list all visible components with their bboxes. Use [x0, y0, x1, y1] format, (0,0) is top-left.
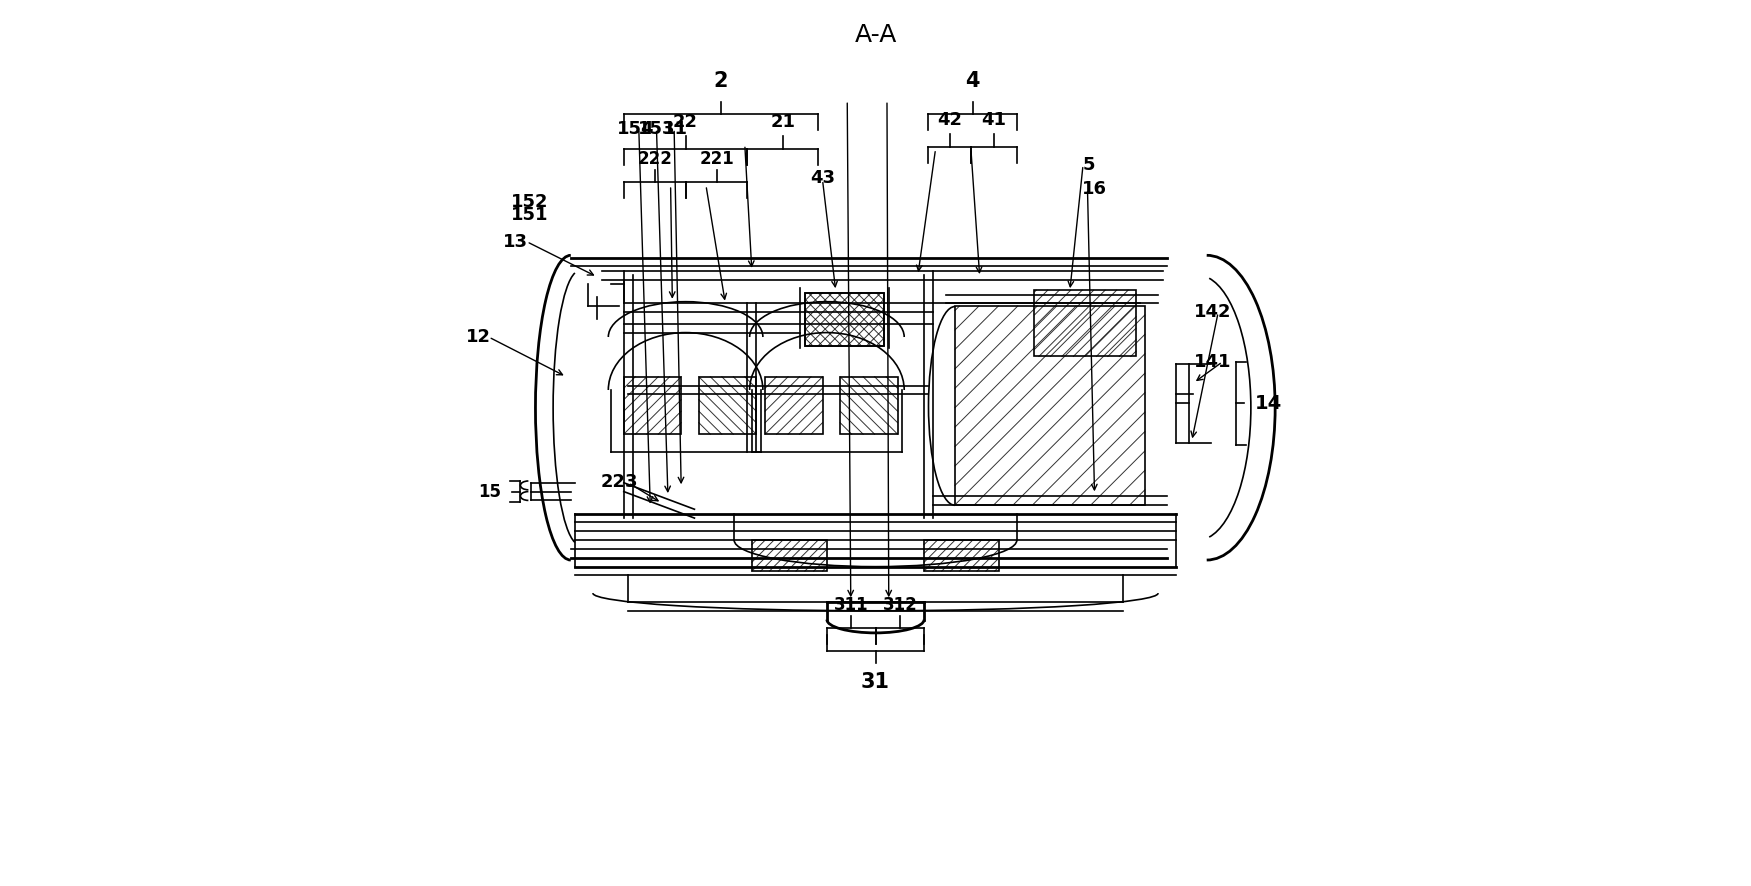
Text: 223: 223 — [601, 473, 637, 491]
Text: 31: 31 — [861, 672, 890, 692]
Text: 2: 2 — [714, 72, 728, 91]
Bar — [805, 293, 884, 346]
Bar — [840, 377, 898, 434]
Text: 13: 13 — [503, 233, 527, 251]
Text: 22: 22 — [672, 113, 699, 131]
Text: 14: 14 — [1255, 393, 1282, 413]
Text: 43: 43 — [811, 169, 835, 187]
Text: 15: 15 — [478, 483, 501, 501]
Bar — [954, 306, 1145, 505]
Bar — [699, 377, 756, 434]
Text: 311: 311 — [833, 596, 868, 614]
Text: 221: 221 — [699, 151, 734, 168]
Bar — [765, 377, 823, 434]
Text: 152: 152 — [511, 193, 548, 211]
Bar — [1035, 291, 1136, 356]
Text: 11: 11 — [662, 120, 688, 137]
Text: 5: 5 — [1082, 156, 1096, 174]
Text: 41: 41 — [981, 112, 1007, 129]
Text: 21: 21 — [770, 113, 795, 131]
Text: 222: 222 — [637, 151, 672, 168]
Text: 142: 142 — [1194, 303, 1231, 322]
Text: A-A: A-A — [854, 23, 897, 48]
Text: 42: 42 — [937, 112, 963, 129]
Bar — [623, 377, 681, 434]
Text: 16: 16 — [1082, 180, 1107, 198]
Text: 154: 154 — [616, 120, 655, 137]
Bar — [751, 540, 826, 571]
Text: 4: 4 — [965, 72, 981, 91]
Text: 153: 153 — [637, 120, 676, 137]
Text: 12: 12 — [466, 328, 490, 346]
Text: 141: 141 — [1194, 353, 1231, 370]
Bar — [925, 540, 1000, 571]
Text: 151: 151 — [511, 206, 548, 224]
Text: 312: 312 — [883, 596, 918, 614]
Bar — [805, 293, 884, 346]
